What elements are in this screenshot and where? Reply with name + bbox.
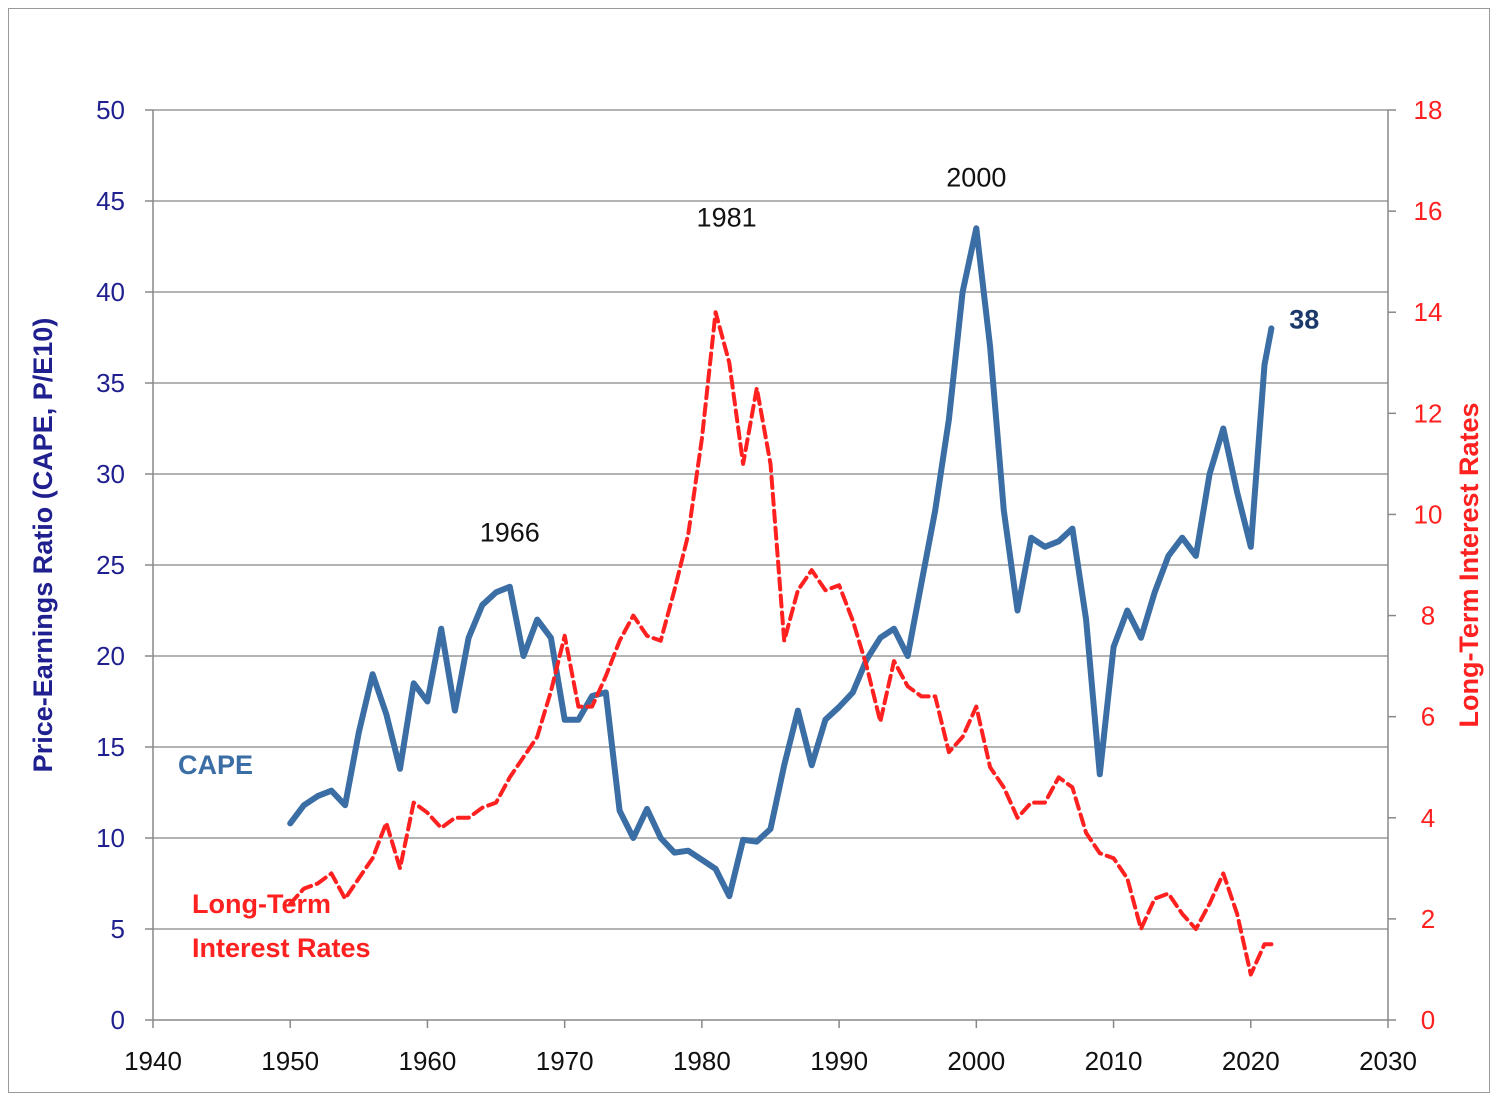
left-tick-label: 50 (96, 95, 125, 125)
annotations: 1966 1981 2000 38 (480, 162, 1320, 547)
right-tick-label: 4 (1421, 803, 1435, 833)
cape-line (287, 225, 1275, 900)
left-tick-label: 15 (96, 732, 125, 762)
annotation-label: 1981 (697, 202, 757, 232)
rates-series-label-line1: Long-Term (192, 889, 331, 919)
left-tick-label: 30 (96, 459, 125, 489)
right-tick-label: 0 (1421, 1005, 1435, 1035)
x-tick-label: 2010 (1085, 1046, 1143, 1076)
x-tick-label: 2030 (1359, 1046, 1417, 1076)
x-tick-label: 1990 (810, 1046, 868, 1076)
right-axis-ticks: 0 2 4 6 8 10 12 14 16 18 (1388, 95, 1442, 1035)
x-tick-label: 1940 (124, 1046, 182, 1076)
cape-series-label: CAPE (178, 750, 253, 780)
x-tick-label: 1970 (536, 1046, 594, 1076)
right-tick-label: 14 (1414, 297, 1443, 327)
rates-series-label-line2: Interest Rates (192, 933, 371, 963)
chart-frame (8, 8, 1490, 1093)
right-tick-label: 16 (1414, 196, 1443, 226)
right-tick-label: 10 (1414, 499, 1443, 529)
x-tick-label: 1980 (673, 1046, 731, 1076)
left-tick-label: 35 (96, 368, 125, 398)
left-axis-title: Price-Earnings Ratio (CAPE, P/E10) (28, 318, 58, 773)
annotation-label: 38 (1289, 304, 1319, 334)
left-tick-label: 10 (96, 823, 125, 853)
right-tick-label: 18 (1414, 95, 1443, 125)
x-tick-label: 1950 (261, 1046, 319, 1076)
left-tick-label: 25 (96, 550, 125, 580)
left-tick-label: 5 (111, 914, 125, 944)
left-tick-label: 20 (96, 641, 125, 671)
right-tick-label: 2 (1421, 904, 1435, 934)
left-tick-label: 45 (96, 186, 125, 216)
x-axis-ticks: 1940 1950 1960 1970 1980 1990 2000 2010 2020 2030 (124, 1020, 1417, 1076)
gridlines (153, 109, 1388, 930)
right-tick-label: 12 (1414, 398, 1443, 428)
rates-line (288, 310, 1274, 977)
left-tick-label: 40 (96, 277, 125, 307)
series-lines (287, 225, 1275, 977)
x-tick-label: 2020 (1222, 1046, 1280, 1076)
left-axis-ticks: 0 5 10 15 20 25 30 35 40 45 50 (96, 95, 153, 1035)
annotation-label: 2000 (946, 162, 1006, 192)
right-axis-title: Long-Term Interest Rates (1454, 402, 1484, 727)
left-tick-label: 0 (111, 1005, 125, 1035)
x-tick-label: 1960 (399, 1046, 457, 1076)
right-tick-label: 6 (1421, 702, 1435, 732)
annotation-label: 1966 (480, 517, 540, 547)
x-tick-label: 2000 (947, 1046, 1005, 1076)
right-tick-label: 8 (1421, 601, 1435, 631)
